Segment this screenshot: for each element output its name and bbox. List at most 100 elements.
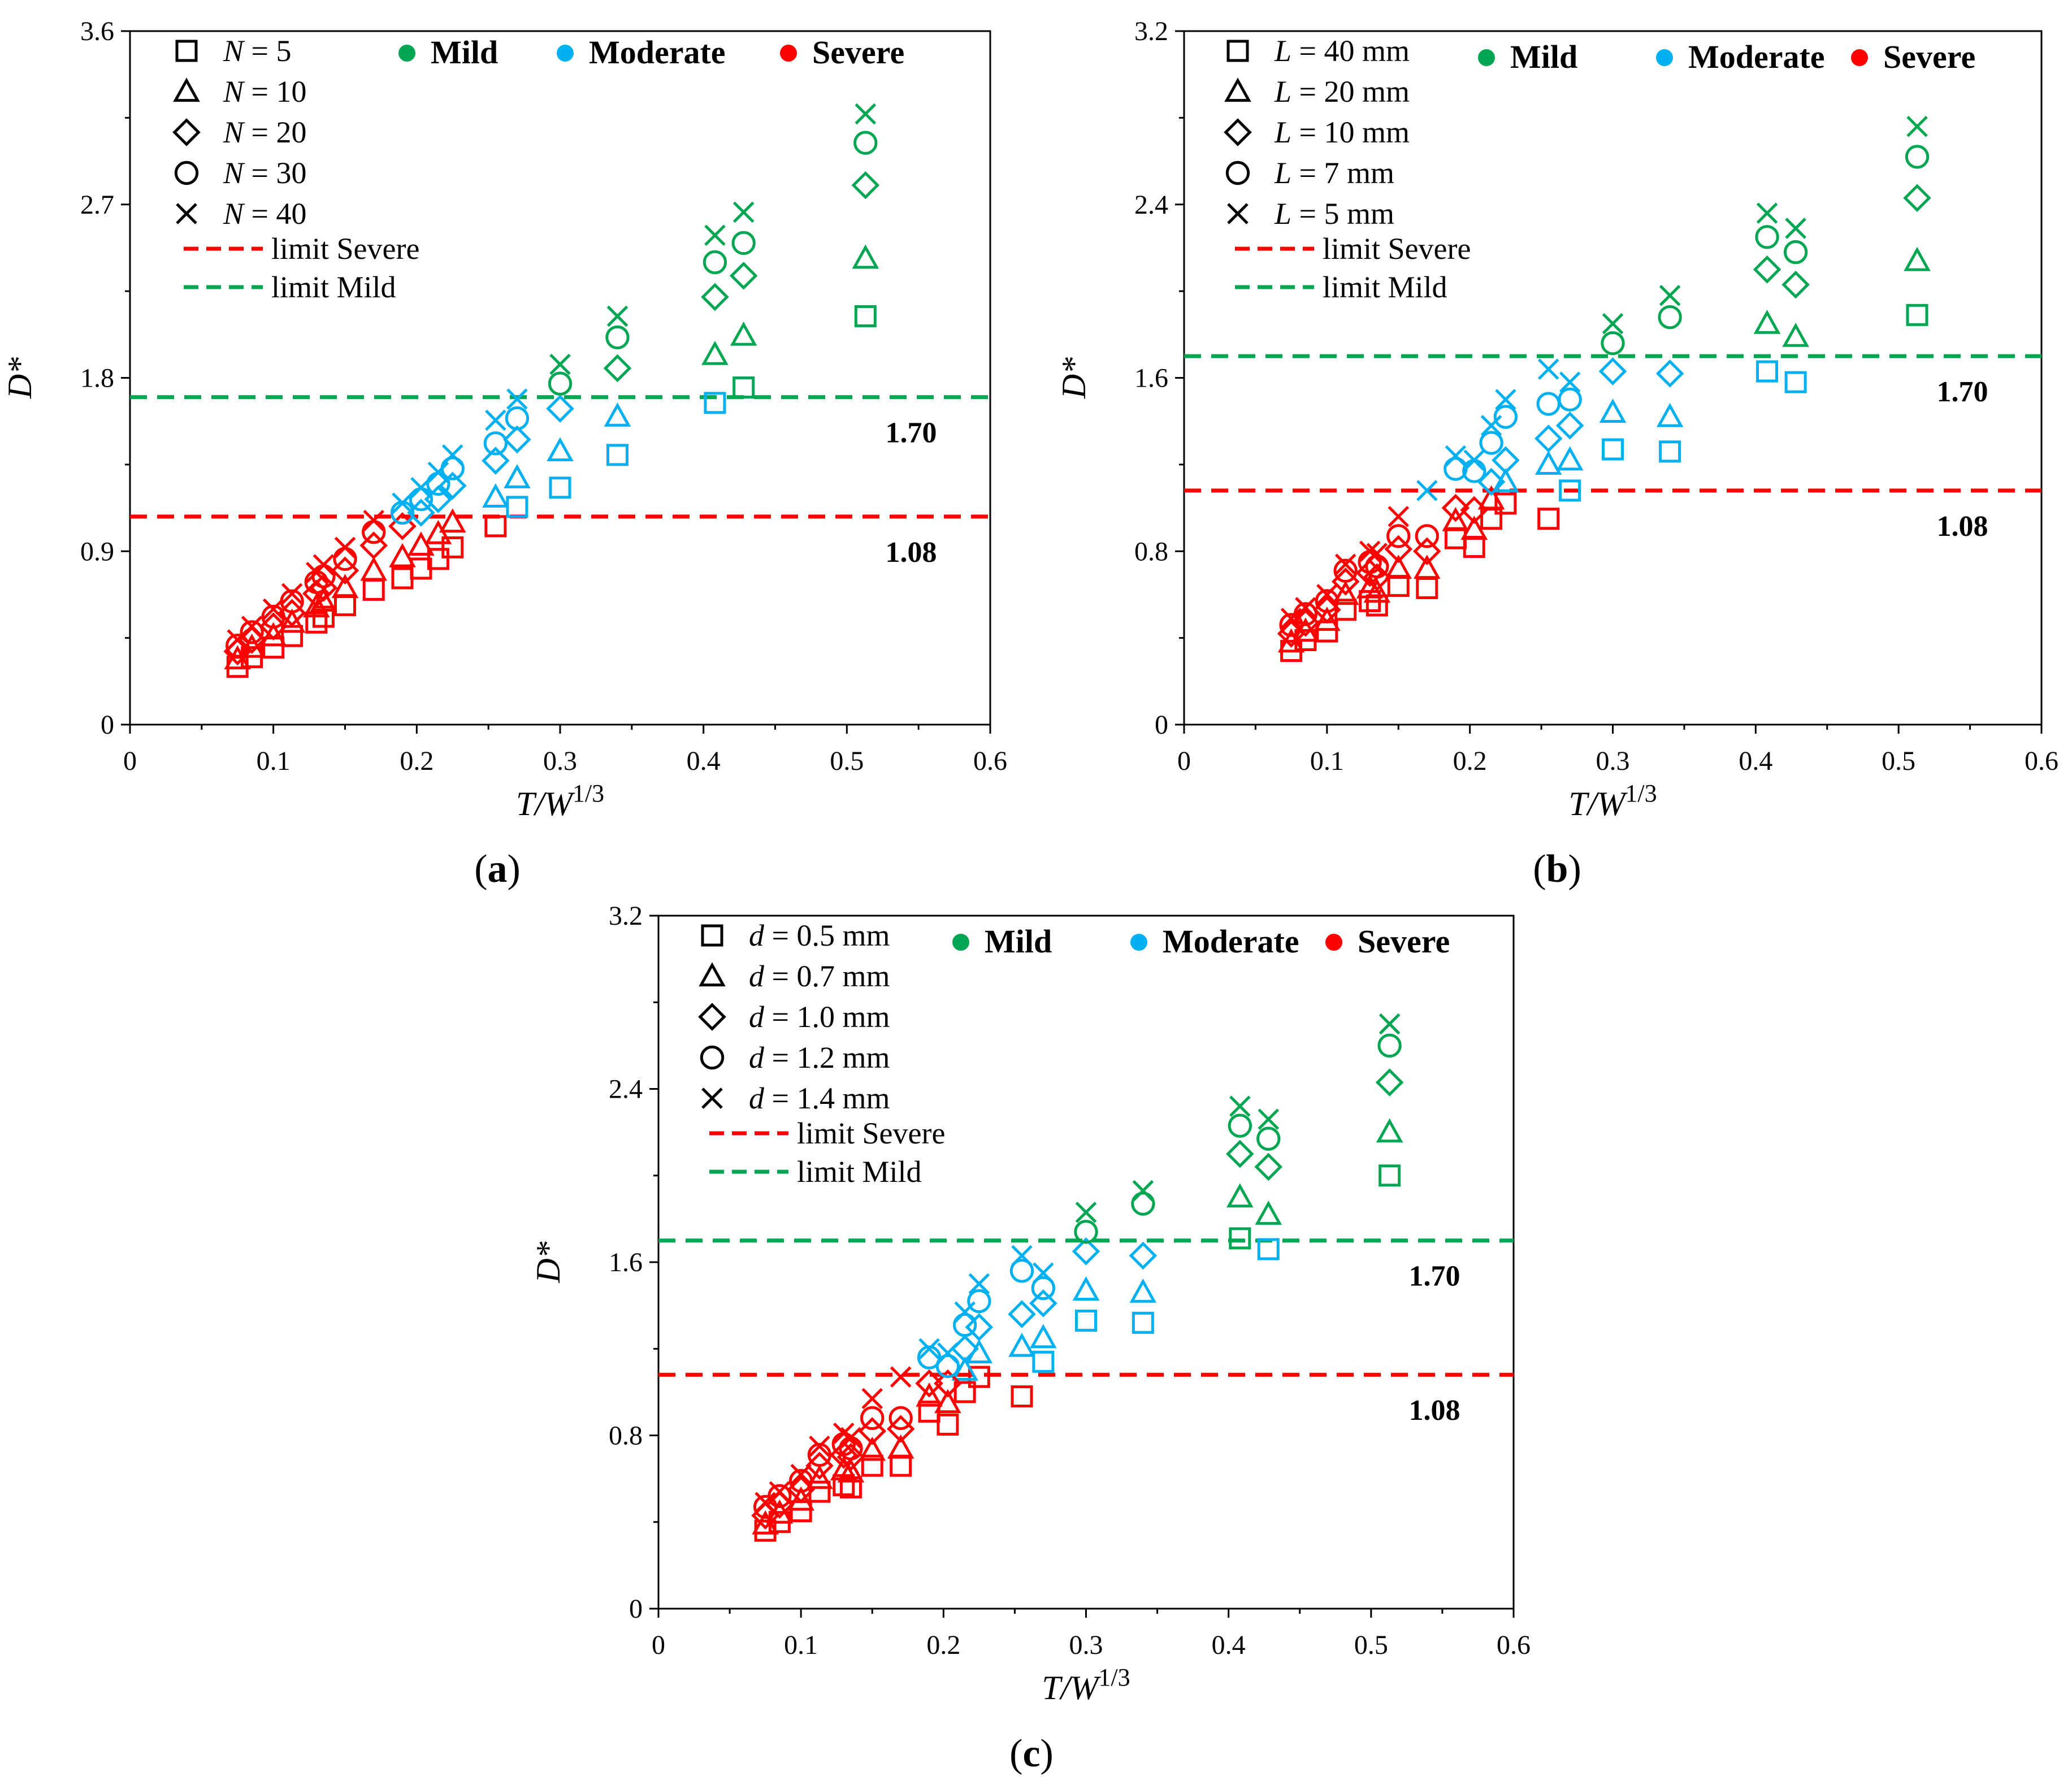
legend-marker-diamond: [1224, 118, 1252, 146]
data-point-circle: [1905, 145, 1930, 169]
data-point-triangle: [1030, 1324, 1057, 1349]
legend-entry-label: L = 10 mm: [1274, 115, 1410, 149]
y-tick-label: 0.9: [80, 536, 114, 566]
legend-value: = 7 mm: [1291, 156, 1394, 190]
data-point-circle: [1256, 1127, 1281, 1151]
data-point-diamond: [1555, 411, 1584, 440]
x-axis-label: T/W1/3: [516, 779, 604, 822]
legend-entry-label: N = 5: [223, 34, 292, 68]
data-point-square: [441, 536, 464, 558]
data-point-circle: [1755, 225, 1779, 249]
data-point-square: [968, 1366, 990, 1388]
data-point-circle: [548, 371, 573, 396]
legend-marker-diamond: [698, 1003, 726, 1031]
data-point-circle: [952, 1312, 977, 1337]
data-point-triangle: [837, 1458, 865, 1483]
legend-dot-moderate: [1130, 934, 1147, 951]
caption-part: ): [508, 847, 521, 891]
data-point-triangle: [852, 244, 879, 269]
data-point-cross: [840, 1427, 862, 1449]
x-axis-exponent: 1/3: [1098, 1663, 1130, 1691]
data-point-cross: [790, 1463, 812, 1485]
data-point-circle: [1493, 405, 1518, 429]
data-point-circle: [1031, 1276, 1056, 1301]
data-point-triangle: [1072, 1276, 1100, 1301]
data-point-circle: [788, 1468, 813, 1493]
legend-dot-moderate: [1656, 49, 1673, 66]
legend-severe-label: limit Severe: [797, 1116, 945, 1150]
caption-part: ): [1568, 847, 1581, 891]
x-tick-label: 0.5: [1882, 746, 1915, 776]
data-point-cross: [704, 224, 726, 246]
legend-variable: N: [223, 34, 245, 68]
legend-marker-triangle: [699, 962, 726, 987]
data-point-cross: [334, 536, 356, 558]
data-point-triangle: [604, 402, 631, 427]
data-point-cross: [1416, 480, 1438, 501]
data-point-triangle: [1599, 398, 1627, 423]
data-point-circle: [1228, 1114, 1252, 1138]
data-point-cross: [1295, 597, 1316, 618]
x-tick-label: 0.1: [257, 746, 291, 776]
data-point-diamond: [359, 531, 388, 560]
x-tick-label: 0.6: [2025, 746, 2058, 776]
legend-entry-label: N = 30: [223, 156, 307, 190]
data-point-diamond: [915, 1369, 943, 1398]
data-point-square: [1463, 536, 1485, 558]
data-point-square: [391, 567, 414, 590]
data-point-cross: [1388, 506, 1410, 527]
data-point-triangle: [1129, 1278, 1157, 1303]
legend-marker-circle: [1225, 161, 1250, 185]
data-point-circle: [1783, 240, 1808, 265]
x-tick-label: 0.3: [543, 746, 577, 776]
chart-panel-c: 0 0.1 0.2 0.3 0.4 0.5 0.6 0 0.8 1.6 2.4 3.2 T/W1/3 D*…: [530, 901, 1531, 1775]
data-point-triangle: [302, 593, 330, 618]
legend-dot-severe: [1851, 49, 1868, 66]
data-point-circle: [860, 1406, 885, 1431]
data-point-cross: [1756, 202, 1778, 224]
y-axis-label: D*: [1, 357, 38, 399]
legend-value: = 30: [244, 156, 306, 190]
data-point-square: [1316, 620, 1338, 643]
data-point-cross: [1445, 445, 1467, 467]
legend-dot-mild: [952, 934, 969, 951]
y-tick-label: 1.6: [1134, 363, 1168, 393]
data-point-triangle: [408, 531, 435, 556]
legend-variable: L: [1274, 156, 1291, 190]
data-point-triangle: [1363, 578, 1391, 603]
x-tick-label: 0.6: [973, 746, 1007, 776]
legend-value: = 10 mm: [1291, 115, 1410, 149]
y-tick-label: 0: [1155, 710, 1168, 740]
data-point-square: [1257, 1238, 1280, 1260]
legend-entry-label: d = 1.0 mm: [749, 1000, 890, 1034]
data-point-cross: [606, 305, 628, 327]
legend-dot-moderate: [557, 45, 574, 62]
data-point-circle: [1074, 1220, 1098, 1244]
caption-part: (: [474, 847, 487, 891]
legend-marker-circle: [700, 1045, 725, 1070]
legend-marker-triangle: [173, 77, 200, 102]
data-point-square: [704, 392, 726, 414]
data-point-cross: [506, 388, 528, 410]
legend-value: = 10: [244, 75, 306, 109]
legend-variable: L: [1274, 197, 1291, 231]
x-tick-label: 0.2: [1453, 746, 1487, 776]
legend-value: = 1.0 mm: [764, 1000, 890, 1034]
data-point-triangle: [1442, 506, 1470, 531]
data-point-square: [262, 636, 285, 659]
x-tick-label: 0.6: [1497, 1630, 1531, 1660]
data-point-circle: [1333, 558, 1358, 583]
data-point-circle: [1131, 1192, 1155, 1216]
data-point-diamond: [1008, 1300, 1036, 1328]
data-point-diamond: [482, 447, 510, 475]
data-point-triangle: [310, 587, 337, 612]
legend-mild-label: limit Mild: [271, 270, 396, 304]
legend-variable: d: [749, 1041, 765, 1075]
data-point-triangle: [1314, 606, 1341, 631]
data-point-square: [854, 305, 877, 327]
legend-severe-label: limit Severe: [1323, 232, 1471, 266]
legend-marker-cross: [701, 1088, 723, 1109]
data-point-cross: [968, 1273, 990, 1295]
